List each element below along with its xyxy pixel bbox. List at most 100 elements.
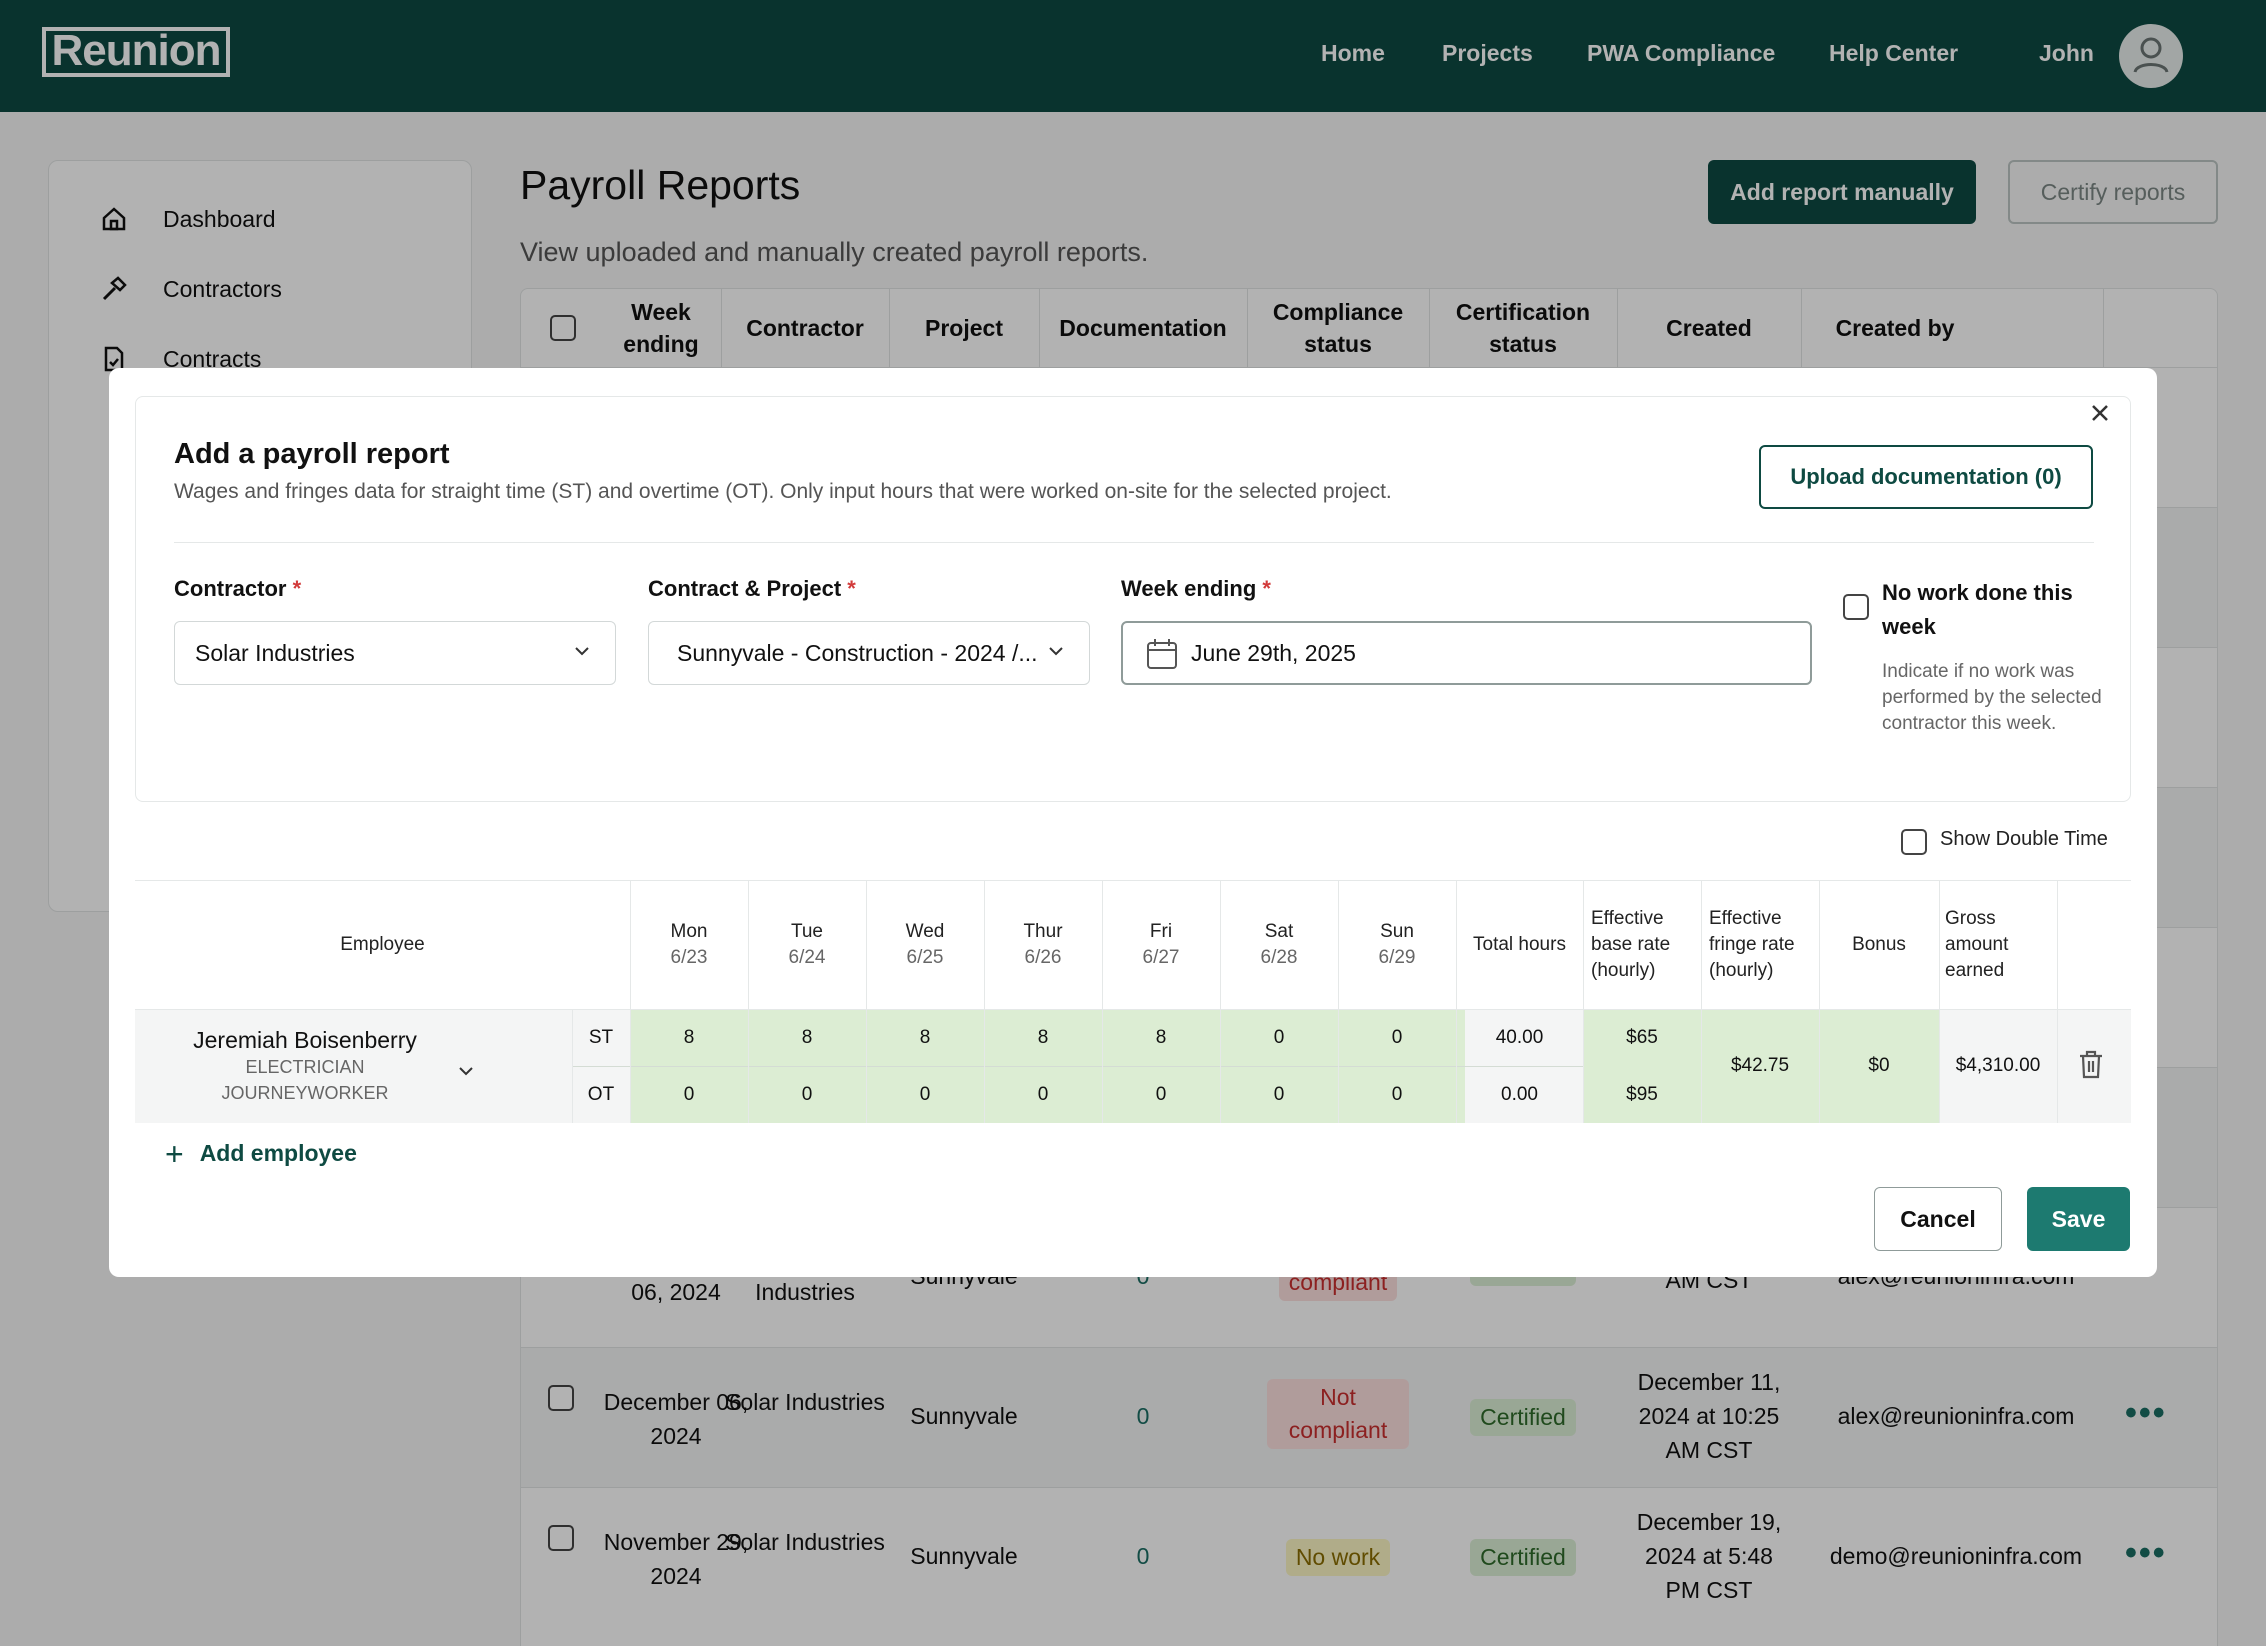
status-badge: Certified	[1429, 1539, 1617, 1576]
plus-icon: +	[165, 1135, 184, 1172]
col-week-ending[interactable]: Week ending	[623, 299, 699, 357]
home-icon	[99, 204, 129, 234]
col-documentation[interactable]: Documentation	[1059, 315, 1227, 341]
sidebar-item-label: Contractors	[163, 275, 282, 302]
week-ending-label: Week ending *	[1121, 576, 1271, 601]
nav-pwa-compliance[interactable]: PWA Compliance	[1587, 40, 1776, 66]
ot-base-rate-input[interactable]: $95	[1626, 1083, 1658, 1105]
sidebar-item-dashboard[interactable]: Dashboard	[99, 195, 276, 243]
cell-documentation[interactable]: 0	[1136, 1403, 1150, 1429]
employee-name: Jeremiah Boisenberry	[193, 1027, 417, 1053]
st-hours-input-wed[interactable]: 8	[919, 1026, 931, 1048]
bonus-header: Bonus	[1852, 934, 1906, 955]
day-header-tue: Tue 6/24	[788, 921, 826, 968]
contract-project-select[interactable]: Sunnyvale - Construction - 2024 /...	[648, 621, 1090, 685]
report-details-card	[135, 396, 2131, 802]
ot-hours-input-wed[interactable]: 0	[919, 1083, 931, 1105]
no-work-checkbox[interactable]	[1843, 594, 1869, 620]
day-header-sat: Sat 6/28	[1260, 921, 1298, 968]
cell-created-by: demo@reunioninfra.com	[1829, 1543, 2083, 1569]
status-badge: No work	[1267, 1539, 1409, 1576]
sidebar-item-contracts[interactable]: Contracts	[99, 335, 261, 383]
nav-home[interactable]: Home	[1321, 40, 1385, 66]
bonus-input[interactable]: $0	[1868, 1055, 1890, 1076]
add-employee-button[interactable]: + Add employee	[165, 1135, 357, 1172]
st-hours-input-mon[interactable]: 8	[683, 1026, 695, 1048]
total-hours-header: Total hours	[1473, 934, 1566, 955]
add-report-manually-button[interactable]: Add report manually	[1708, 160, 1976, 224]
sidebar-item-label: Contracts	[163, 345, 262, 372]
row-checkbox[interactable]	[548, 1525, 574, 1551]
calendar-icon	[1145, 637, 1179, 677]
user-icon	[2133, 37, 2169, 73]
nav-help-center[interactable]: Help Center	[1829, 40, 1959, 66]
cell-project: Sunnyvale	[910, 1403, 1018, 1429]
sidebar-item-label: Dashboard	[163, 205, 276, 232]
nav-projects[interactable]: Projects	[1442, 40, 1533, 66]
status-badge: Certified	[1429, 1399, 1617, 1436]
select-all-checkbox[interactable]	[550, 315, 576, 341]
avatar[interactable]	[2119, 24, 2183, 88]
st-hours-input-thur[interactable]: 8	[1037, 1026, 1049, 1048]
row-checkbox[interactable]	[548, 1385, 574, 1411]
ot-hours-input-sat[interactable]: 0	[1273, 1083, 1285, 1105]
hours-grid: Employee Mon 6/23 Tue 6/24 Wed 6/25 Thur 6/2…	[135, 880, 2131, 1123]
no-work-help-text: Indicate if no work was performed by the…	[1882, 661, 2102, 734]
cell-created-by: alex@reunioninfra.com	[1837, 1403, 2075, 1429]
cell-contractor: Industries	[755, 1279, 855, 1305]
page-title: Payroll Reports	[520, 162, 801, 208]
day-header-mon: Mon 6/23	[670, 921, 708, 968]
fringe-rate-input[interactable]: $42.75	[1730, 1055, 1790, 1076]
st-base-rate-input[interactable]: $65	[1626, 1026, 1658, 1048]
contractor-label: Contractor *	[174, 576, 302, 601]
ot-hours-input-fri[interactable]: 0	[1155, 1083, 1167, 1105]
chevron-down-icon	[571, 640, 593, 668]
document-icon	[99, 344, 129, 374]
col-created-by[interactable]: Created by	[1835, 315, 1955, 341]
gross-amount-header: Gross amount earned	[1945, 908, 2009, 981]
st-hours-input-sat[interactable]: 0	[1273, 1026, 1285, 1048]
ot-hours-input-sun[interactable]: 0	[1391, 1083, 1403, 1105]
cell-week-ending: November 29, 2024	[603, 1529, 749, 1589]
divider	[174, 542, 2094, 543]
save-button[interactable]: Save	[2027, 1187, 2130, 1251]
ot-hours-input-tue[interactable]: 0	[801, 1083, 813, 1105]
upload-documentation-button[interactable]: Upload documentation (0)	[1759, 445, 2093, 509]
show-double-time-label: Show Double Time	[1940, 828, 2108, 850]
ot-hours-input-mon[interactable]: 0	[683, 1083, 695, 1105]
col-created[interactable]: Created	[1666, 315, 1752, 341]
week-ending-datepicker[interactable]: June 29th, 2025	[1121, 621, 1812, 685]
table-row[interactable]	[521, 1487, 2217, 1627]
sidebar-item-contractors[interactable]: Contractors	[99, 265, 282, 313]
add-payroll-report-modal: Add a payroll report Wages and fringes d…	[109, 368, 2157, 1277]
gross-amount: $4,310.00	[1955, 1055, 2041, 1076]
trash-icon[interactable]	[2076, 1048, 2106, 1085]
ot-total-hours: 0.00	[1501, 1083, 1538, 1105]
col-project[interactable]: Project	[925, 315, 1003, 341]
col-contractor[interactable]: Contractor	[746, 315, 864, 341]
cell-created: December 11, 2024 at 10:25 AM CST	[1637, 1369, 1781, 1463]
close-icon[interactable]	[2090, 398, 2110, 430]
st-hours-input-tue[interactable]: 8	[801, 1026, 813, 1048]
contractor-select[interactable]: Solar Industries	[174, 621, 616, 685]
ot-hours-input-thur[interactable]: 0	[1037, 1083, 1049, 1105]
show-double-time-checkbox[interactable]	[1901, 829, 1927, 855]
modal-subtitle: Wages and fringes data for straight time…	[174, 480, 1392, 503]
st-hours-input-fri[interactable]: 8	[1155, 1026, 1167, 1048]
fringe-rate-header: Effective fringe rate (hourly)	[1709, 908, 1795, 981]
st-hours-input-sun[interactable]: 0	[1391, 1026, 1403, 1048]
cell-week-ending: December 06, 2024	[603, 1389, 749, 1449]
col-compliance-status[interactable]: Compliance status	[1272, 299, 1404, 357]
col-certification-status[interactable]: Certification status	[1455, 299, 1591, 357]
st-label: ST	[588, 1026, 614, 1048]
chevron-down-icon[interactable]	[456, 1061, 476, 1086]
ot-label: OT	[587, 1083, 615, 1105]
cell-week-ending: 06, 2024	[631, 1279, 721, 1305]
employee-classification: ELECTRICIAN JOURNEYWORKER	[221, 1057, 389, 1103]
cancel-button[interactable]: Cancel	[1874, 1187, 2002, 1251]
table-row[interactable]	[521, 367, 2217, 507]
certify-reports-button[interactable]: Certify reports	[2008, 160, 2218, 224]
cell-documentation[interactable]: 0	[1136, 1543, 1150, 1569]
user-name[interactable]: John	[2039, 40, 2094, 66]
reunion-logo[interactable]: Reunion	[42, 27, 230, 77]
